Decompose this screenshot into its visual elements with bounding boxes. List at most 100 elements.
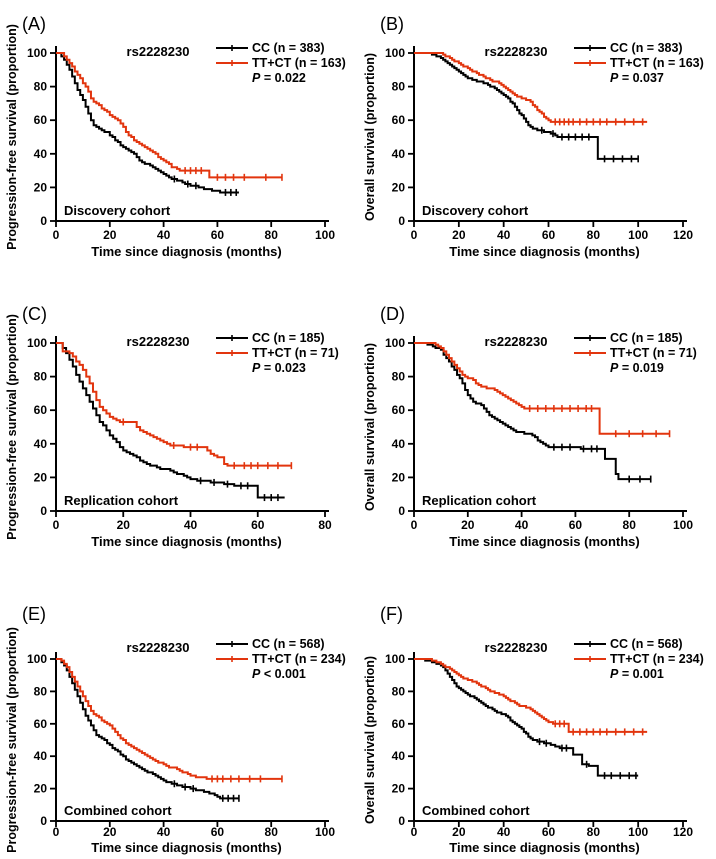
km-curve-cc [56, 342, 285, 499]
x-tick-label: 100 [628, 228, 648, 242]
legend-entry-label: TT+CT (n = 71) [252, 346, 339, 360]
km-curve-cc [56, 658, 239, 800]
cohort-label: Discovery cohort [64, 203, 171, 218]
y-tick-label: 60 [34, 403, 48, 417]
x-tick-label: 80 [623, 518, 637, 532]
x-tick-label: 80 [318, 518, 332, 532]
x-tick-label: 120 [673, 825, 693, 839]
x-axis-label: Time since diagnosis (months) [449, 244, 639, 259]
p-symbol: P [252, 667, 261, 681]
legend-entry-label: TT+CT (n = 234) [610, 652, 704, 666]
legend-entry-label: TT+CT (n = 163) [610, 56, 704, 70]
x-tick-label: 0 [53, 228, 60, 242]
x-tick-label: 20 [103, 228, 117, 242]
y-tick-label: 20 [34, 470, 48, 484]
y-tick-label: 0 [398, 214, 405, 228]
chart-title: rs2228230 [127, 334, 190, 349]
p-symbol: P [610, 71, 619, 85]
x-tick-label: 40 [515, 518, 529, 532]
p-symbol: P [252, 71, 261, 85]
y-tick-label: 80 [392, 684, 406, 698]
y-axis-label: Overall survival (proportion) [363, 656, 377, 824]
chart-title: rs2228230 [485, 334, 548, 349]
y-tick-label: 40 [392, 749, 406, 763]
p-value-text: = 0.001 [618, 667, 664, 681]
panel-d-os-replication: (D) rs2228230 0 20 40 60 80 100 0 20 40 60 80 100 Time… [358, 290, 716, 580]
y-tick-label: 80 [34, 370, 48, 384]
panel-letter: (B) [380, 14, 404, 34]
legend-entry-label: TT+CT (n = 234) [252, 652, 346, 666]
km-curve-cc [56, 52, 239, 194]
y-tick-label: 20 [34, 782, 48, 796]
x-axis-label: Time since diagnosis (months) [449, 534, 639, 549]
y-tick-label: 80 [392, 80, 406, 94]
y-tick-label: 80 [392, 370, 406, 384]
p-value-text: = 0.023 [260, 361, 306, 375]
panel-e-pfs-combined: (E) rs2228230 0 20 40 60 80 100 0 20 40 60 80 100 Time… [0, 580, 358, 859]
y-tick-label: 40 [392, 147, 406, 161]
km-curve-ttct [414, 52, 648, 123]
x-tick-label: 120 [673, 228, 693, 242]
p-value-label: P < 0.001 [252, 667, 306, 681]
y-tick-label: 0 [398, 504, 405, 518]
km-curve-ttct [56, 342, 292, 467]
x-tick-label: 20 [461, 518, 475, 532]
km-curve-cc [414, 658, 639, 777]
y-tick-label: 100 [27, 46, 47, 60]
p-value-text: = 0.019 [618, 361, 664, 375]
y-tick-label: 60 [392, 113, 406, 127]
p-value-text: = 0.037 [618, 71, 664, 85]
km-chart-svg: (E) rs2228230 0 20 40 60 80 100 0 20 40 60 80 100 Time… [5, 604, 346, 855]
x-axis-label: Time since diagnosis (months) [91, 534, 281, 549]
panel-b-os-discovery: (B) rs2228230 0 20 40 60 80 100 0 20 40 60 80 100 120 T… [358, 0, 716, 290]
legend-entry-label: CC (n = 185) [610, 331, 683, 345]
km-chart-svg: (F) rs2228230 0 20 40 60 80 100 0 20 40 60 80 100 120 T… [363, 604, 704, 855]
y-axis-label: Overall survival (proportion) [363, 53, 377, 221]
legend-entry-label: CC (n = 568) [252, 637, 325, 651]
p-symbol: P [610, 667, 619, 681]
y-tick-label: 60 [34, 717, 48, 731]
y-axis-label: Progression-free survival (proportion) [5, 627, 19, 853]
cohort-label: Replication cohort [422, 493, 537, 508]
y-tick-label: 40 [34, 147, 48, 161]
legend-entry-label: CC (n = 568) [610, 637, 683, 651]
y-tick-label: 80 [34, 80, 48, 94]
km-curve-cc [414, 52, 639, 160]
chart-title: rs2228230 [127, 640, 190, 655]
x-tick-label: 20 [452, 825, 466, 839]
y-tick-label: 0 [40, 814, 47, 828]
x-tick-label: 60 [251, 518, 265, 532]
x-tick-label: 60 [569, 518, 583, 532]
p-value-text: < 0.001 [260, 667, 306, 681]
y-tick-label: 40 [34, 437, 48, 451]
panel-letter: (C) [22, 304, 47, 324]
cohort-label: Discovery cohort [422, 203, 529, 218]
panel-letter: (D) [380, 304, 405, 324]
x-tick-label: 0 [411, 825, 418, 839]
x-tick-label: 40 [157, 228, 171, 242]
p-value-label: P = 0.037 [610, 71, 664, 85]
x-tick-label: 80 [265, 228, 279, 242]
x-tick-label: 60 [211, 228, 225, 242]
x-tick-label: 80 [265, 825, 279, 839]
panel-letter: (E) [22, 604, 46, 624]
p-value-text: = 0.022 [260, 71, 306, 85]
km-chart-svg: (A) rs2228230 0 20 40 60 80 100 0 20 40 60 80 100 Time… [5, 14, 346, 259]
x-tick-label: 0 [53, 518, 60, 532]
p-symbol: P [252, 361, 261, 375]
km-curve-ttct [414, 658, 648, 733]
km-curve-ttct [56, 658, 282, 780]
x-tick-label: 40 [497, 825, 511, 839]
x-axis-label: Time since diagnosis (months) [91, 840, 281, 855]
p-value-label: P = 0.019 [610, 361, 664, 375]
x-tick-label: 0 [411, 228, 418, 242]
y-tick-label: 100 [27, 336, 47, 350]
x-tick-label: 40 [184, 518, 198, 532]
x-tick-label: 60 [542, 825, 556, 839]
y-tick-label: 80 [34, 684, 48, 698]
km-chart-svg: (B) rs2228230 0 20 40 60 80 100 0 20 40 60 80 100 120 T… [363, 14, 704, 259]
km-curve-ttct [56, 52, 282, 179]
x-tick-label: 100 [628, 825, 648, 839]
legend-entry-label: CC (n = 383) [252, 41, 325, 55]
